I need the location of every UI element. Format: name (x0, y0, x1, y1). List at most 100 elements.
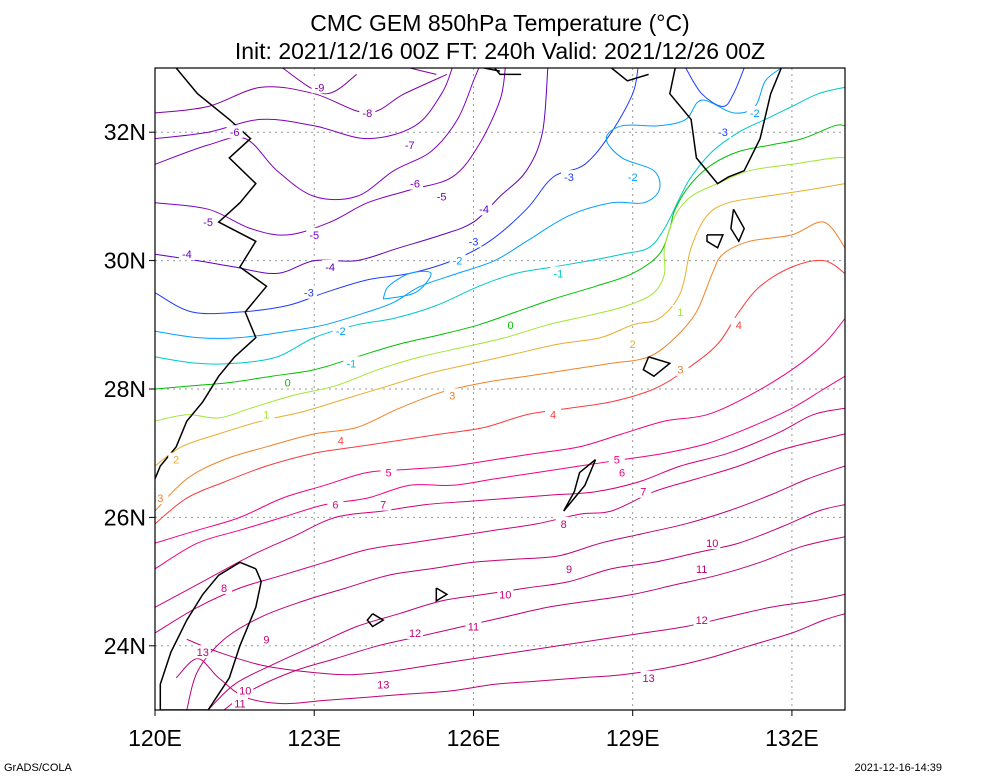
coastline (642, 356, 672, 378)
lat-tick-label: 24N (104, 633, 146, 659)
contour-label-bg (279, 375, 296, 389)
contour-label: -6 (410, 179, 420, 191)
contour-label: -5 (437, 191, 447, 203)
contour-label-bg (168, 452, 185, 466)
contour-line (282, 68, 357, 95)
lon-tick-label: 126E (447, 725, 501, 751)
contour-label-bg (380, 465, 397, 479)
contour-label: -9 (315, 82, 325, 94)
contour-label: 6 (332, 500, 338, 512)
contour-label-bg (401, 138, 418, 152)
contour-label: 6 (619, 467, 625, 479)
contour-line (155, 68, 506, 236)
coastline (730, 208, 746, 243)
contour-label-bg (343, 356, 360, 370)
contour-label: -8 (362, 108, 372, 120)
contour-label: 4 (338, 435, 344, 447)
contour-label-bg (561, 561, 577, 575)
contour-line (186, 465, 845, 710)
contour-label-bg (178, 247, 195, 261)
contour-label: 4 (550, 410, 556, 422)
contour-label: -1 (346, 358, 356, 370)
contour-line (223, 536, 845, 710)
contour-label-bg (561, 170, 577, 184)
contour-line (155, 221, 845, 512)
lat-tick-label: 30N (104, 248, 146, 274)
coastline (159, 561, 262, 710)
contour-line (155, 73, 448, 114)
contour-line (155, 68, 453, 140)
contour-label-bg (258, 632, 275, 646)
lat-tick-label: 32N (104, 119, 146, 145)
contour-label: 4 (736, 320, 742, 332)
contour-label-bg (672, 362, 689, 376)
contour-label-bg (465, 234, 482, 248)
contour-label-bg (216, 581, 232, 595)
contour-label-bg (730, 317, 747, 331)
contour-label-bg (332, 324, 349, 338)
contour-label-bg (465, 619, 482, 633)
contour-label: 11 (234, 699, 245, 711)
contour-label-bg (375, 497, 392, 511)
lon-tick-label: 129E (606, 725, 660, 751)
lat-tick-label: 26N (104, 504, 146, 530)
axis-ticks: 120E 123E 126E 129E 132E 24N 26N 28N 30N 32N (104, 119, 819, 751)
contour-label: -5 (309, 230, 319, 242)
contour-labels: -9 -8 -7 -6 -6 -5 -5 -5 -4 -4 -4 -3 -3 -3 -3 -2 -2 -2 -2 -1… (155, 80, 763, 711)
contour-label: 3 (157, 493, 163, 505)
contour-label: -2 (453, 256, 463, 268)
coastline (435, 587, 449, 603)
contour-label: 1 (263, 410, 269, 422)
contour-label-bg (502, 317, 519, 331)
contour-label-bg (640, 670, 657, 684)
lon-tick-label: 123E (287, 725, 341, 751)
contour-label: -4 (182, 249, 192, 261)
contour-line (155, 318, 845, 544)
contour-label: 13 (377, 679, 389, 691)
contour-label-bg (311, 80, 328, 94)
contour-label: -1 (553, 268, 563, 280)
contour-line (186, 593, 845, 676)
contour-label: -3 (718, 127, 728, 139)
contour-label-bg (672, 304, 689, 318)
contour-label: 8 (561, 519, 567, 531)
contour-label-bg (693, 561, 710, 575)
contour-label-bg (497, 587, 514, 601)
software-credit: GrADS/COLA (4, 762, 72, 774)
contour-label-bg (635, 484, 652, 498)
contour-label-bg (226, 125, 243, 139)
contour-line (685, 68, 745, 108)
coastline (611, 68, 649, 82)
contour-line (155, 86, 845, 365)
contour-line (155, 68, 782, 339)
coastlines (155, 68, 782, 710)
contour-label: 12 (696, 615, 708, 627)
contour-label-bg (327, 497, 344, 511)
contour-label-bg (407, 625, 424, 639)
contour-label-bg (332, 433, 349, 447)
contour-label: 10 (499, 589, 511, 601)
contour-label: 3 (677, 365, 683, 377)
lat-tick-label: 28N (104, 376, 146, 402)
contour-label-bg (444, 388, 461, 402)
contour-label: 3 (449, 390, 455, 402)
contour-line (155, 68, 549, 275)
contour-label: 1 (677, 307, 683, 319)
contour-label: 12 (409, 628, 421, 640)
contour-line (155, 156, 845, 422)
contour-label: 11 (696, 564, 707, 576)
contour-label: -4 (325, 262, 335, 274)
contour-label-bg (624, 337, 641, 351)
contour-label-bg (407, 176, 424, 190)
contour-label: 10 (706, 538, 718, 550)
contour-label: 0 (285, 378, 291, 390)
contour-label: 7 (640, 487, 646, 499)
coastline (668, 68, 782, 185)
contour-line (155, 407, 845, 608)
contour-label: -2 (750, 108, 760, 120)
contour-label-bg (194, 645, 211, 659)
contour-label-bg (375, 677, 392, 691)
contour-label-bg (555, 516, 572, 530)
contour-label-bg (545, 407, 562, 421)
contour-label: -2 (628, 172, 638, 184)
